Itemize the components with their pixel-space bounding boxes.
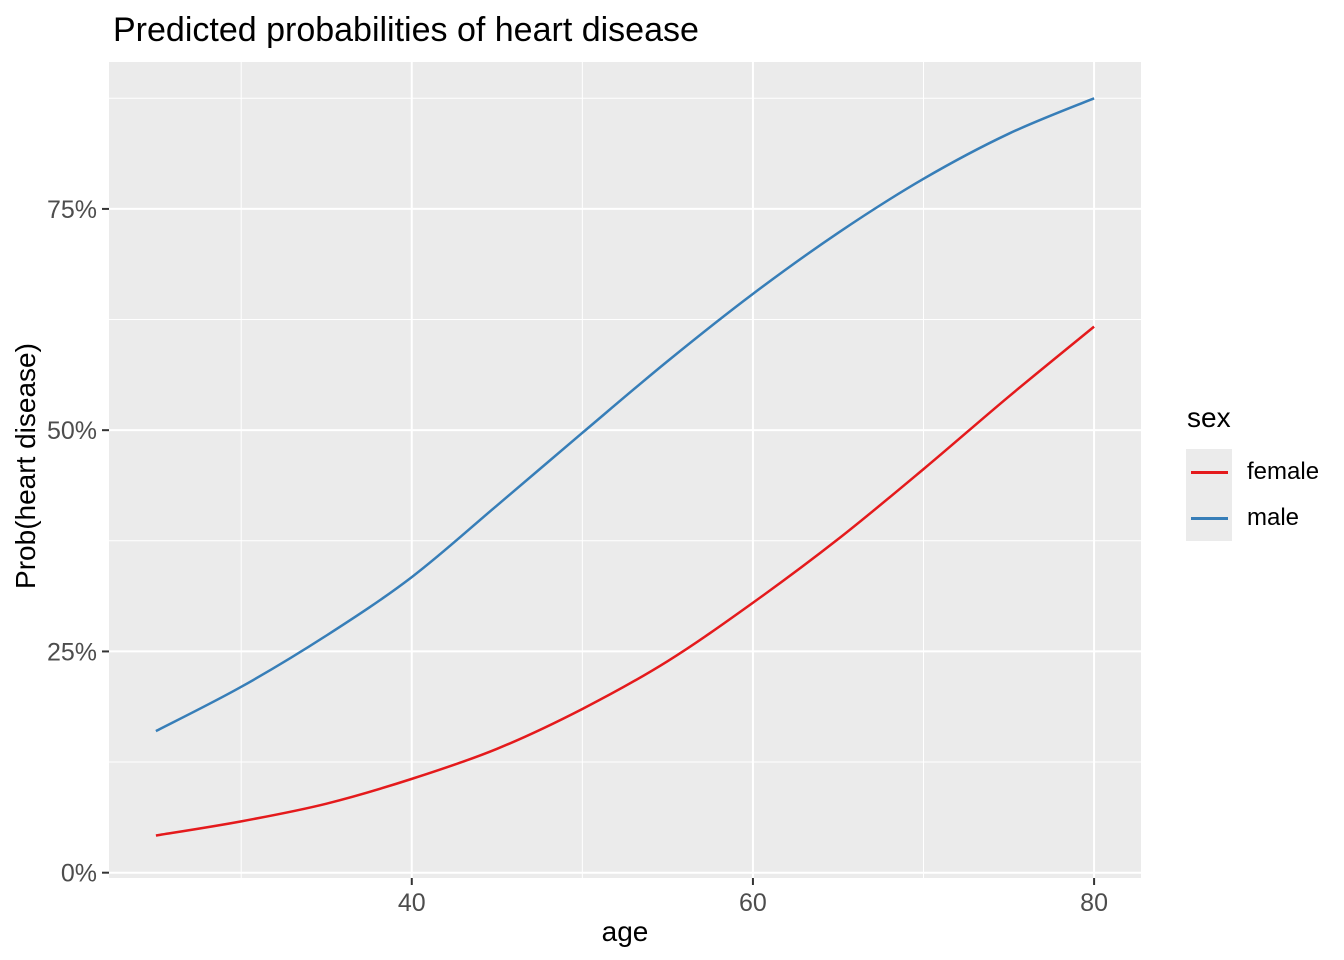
legend-entry-male: male bbox=[1186, 495, 1319, 541]
legend-key-male bbox=[1186, 495, 1232, 541]
y-tick-label: 25% bbox=[47, 638, 97, 666]
plot-title: Predicted probabilities of heart disease bbox=[113, 11, 699, 49]
x-tick-label: 40 bbox=[398, 889, 426, 917]
legend-entry-female: female bbox=[1186, 449, 1319, 495]
x-tick-label: 80 bbox=[1080, 889, 1108, 917]
male-line bbox=[155, 97, 1095, 733]
y-tick-label: 0% bbox=[61, 860, 97, 888]
x-tick-label: 60 bbox=[739, 889, 767, 917]
x-axis-title: age bbox=[601, 916, 649, 947]
chart-panel-background bbox=[109, 62, 1141, 878]
y-tick-label: 50% bbox=[47, 417, 97, 445]
legend: sex female male bbox=[1186, 402, 1319, 541]
legend-label-male: male bbox=[1247, 504, 1300, 531]
legend-title: sex bbox=[1187, 402, 1231, 433]
legend-entries: female male bbox=[1186, 449, 1319, 541]
legend-label-female: female bbox=[1247, 458, 1320, 485]
female-line bbox=[155, 325, 1095, 837]
male-line-swatch bbox=[1190, 516, 1228, 520]
legend-key-female bbox=[1186, 449, 1232, 495]
y-axis-title: Prob(heart disease) bbox=[10, 343, 41, 589]
y-tick-label: 75% bbox=[47, 196, 97, 224]
female-line-swatch bbox=[1190, 470, 1228, 474]
